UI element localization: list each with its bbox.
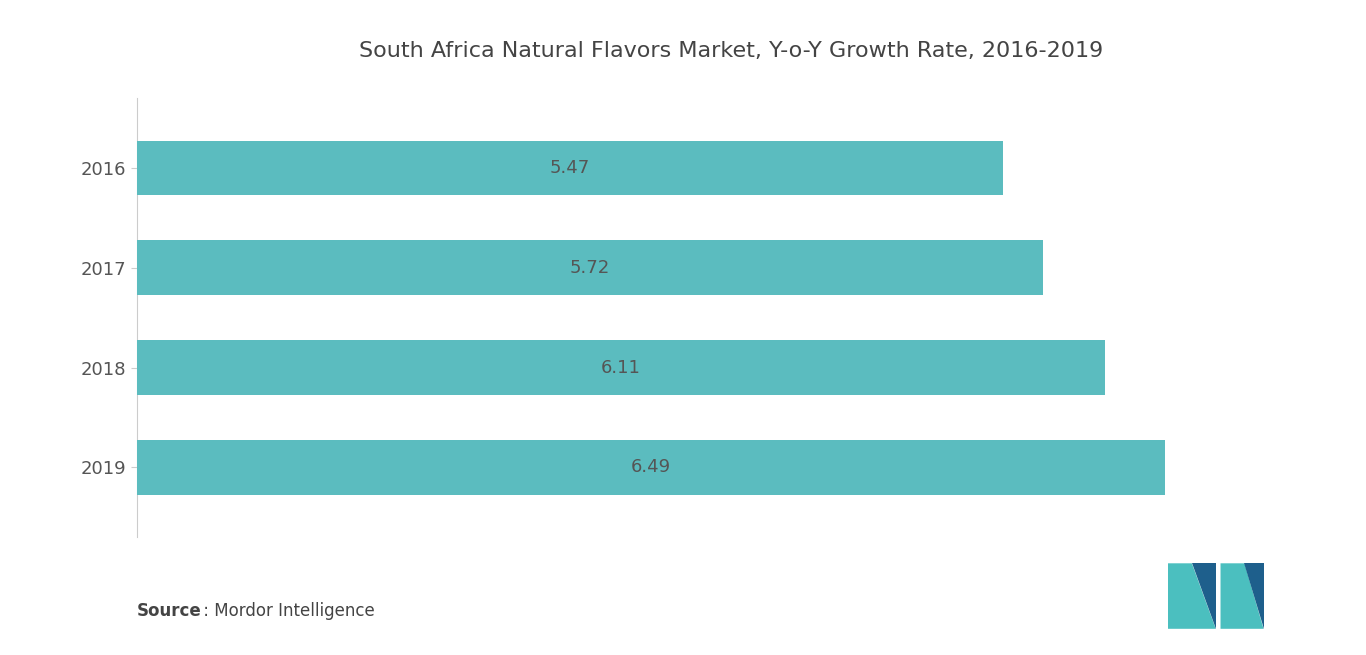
Polygon shape (1244, 563, 1264, 629)
Bar (137, 240, 1044, 295)
Text: 5.47: 5.47 (550, 159, 590, 177)
Polygon shape (1221, 563, 1264, 629)
Text: : Mordor Intelligence: : Mordor Intelligence (198, 602, 374, 620)
Bar (137, 141, 1004, 195)
Text: 6.49: 6.49 (631, 458, 671, 476)
Title: South Africa Natural Flavors Market, Y-o-Y Growth Rate, 2016-2019: South Africa Natural Flavors Market, Y-o… (359, 41, 1102, 60)
Polygon shape (1168, 563, 1216, 629)
Bar (137, 340, 1105, 395)
Text: 6.11: 6.11 (601, 358, 641, 377)
Text: 5.72: 5.72 (570, 259, 609, 277)
Text: Source: Source (137, 602, 201, 620)
Polygon shape (1191, 563, 1216, 629)
Bar (137, 440, 1165, 495)
